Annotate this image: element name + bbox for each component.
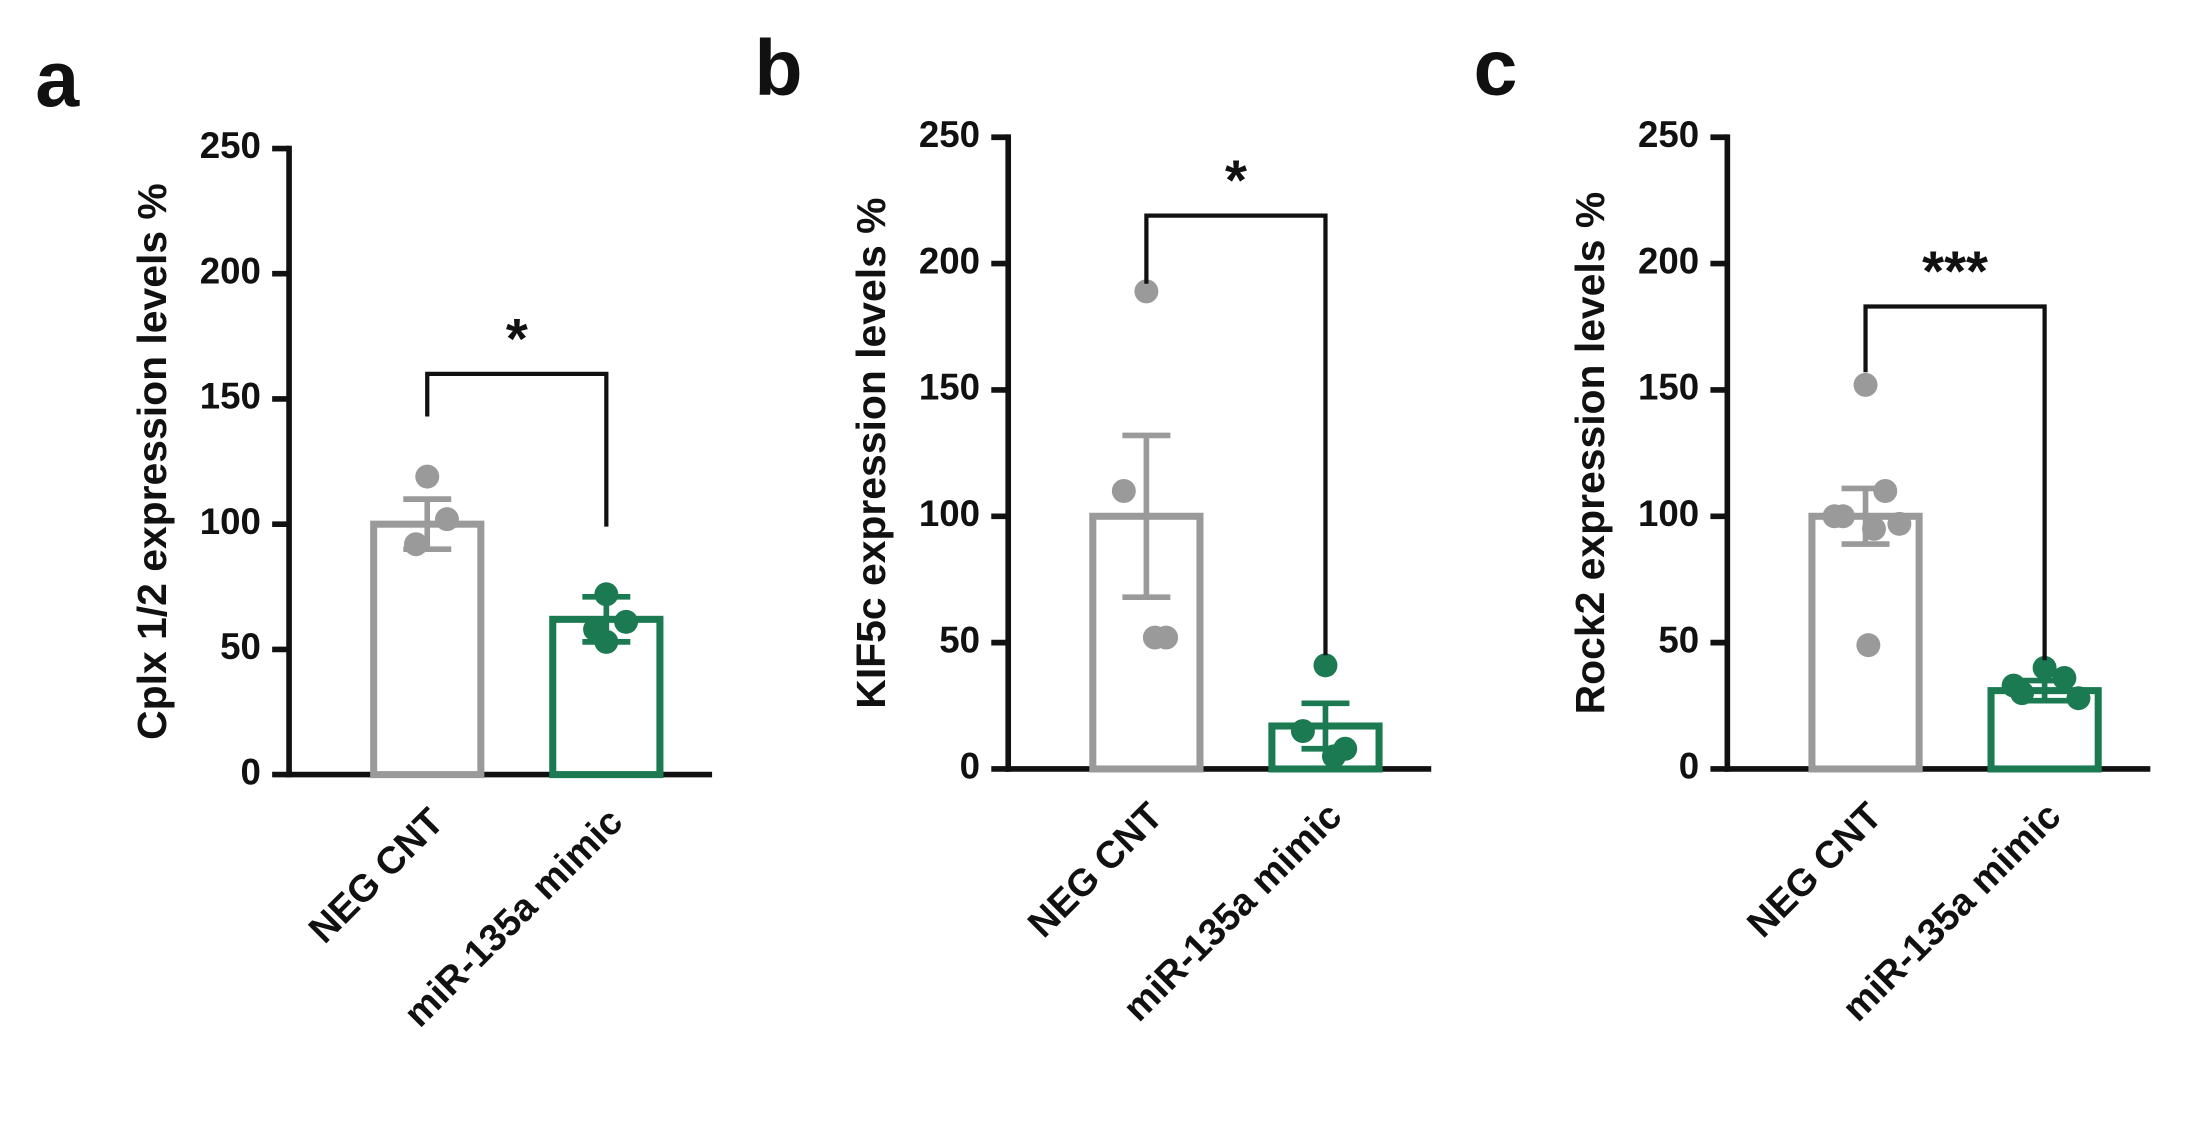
panel-label: b <box>754 24 802 112</box>
y-tick-label: 200 <box>200 250 261 291</box>
data-point <box>415 464 440 489</box>
y-tick-label: 100 <box>1638 493 1699 534</box>
error-bar <box>1122 432 1171 600</box>
y-tick-label: 150 <box>200 376 261 417</box>
y-tick-label: 250 <box>919 114 980 155</box>
significance-label: * <box>506 307 528 370</box>
x-tick-label: NEG CNT <box>301 801 452 952</box>
significance-bracket <box>1863 304 2047 661</box>
data-point <box>594 629 619 654</box>
data-point <box>1111 479 1136 503</box>
y-tick-label: 50 <box>939 619 980 660</box>
data-point <box>2010 681 2035 706</box>
data-point <box>594 582 619 607</box>
significance-bracket <box>1144 213 1328 656</box>
data-point <box>1853 372 1878 397</box>
data-point <box>1134 279 1159 304</box>
y-tick-label: 100 <box>200 501 261 542</box>
y-axis-label: Cplx 1/2 expression levels % <box>129 183 175 740</box>
x-tick-label: NEG CNT <box>1020 795 1171 946</box>
data-point <box>1856 633 1881 658</box>
data-point <box>1873 479 1898 503</box>
y-tick-label: 250 <box>200 125 261 166</box>
data-point <box>1290 719 1315 744</box>
data-point <box>435 507 459 532</box>
x-tick-label: NEG CNT <box>1739 795 1890 946</box>
panel-label: a <box>35 35 80 123</box>
data-point <box>1321 744 1346 769</box>
y-tick-label: 0 <box>240 751 260 792</box>
significance-label: *** <box>1922 239 1988 302</box>
y-tick-label: 250 <box>1638 114 1699 155</box>
data-point <box>403 532 428 557</box>
bar <box>370 520 485 779</box>
data-point <box>1313 653 1338 678</box>
y-tick-label: 200 <box>1638 240 1699 281</box>
data-point <box>1830 504 1855 529</box>
data-point <box>1887 511 1912 536</box>
y-tick-label: 0 <box>960 746 980 787</box>
y-tick-label: 150 <box>919 367 980 408</box>
data-point <box>1862 516 1886 541</box>
y-axis-label: Rock2 expression levels % <box>1567 192 1613 715</box>
significance-label: * <box>1225 148 1247 211</box>
panel-label: c <box>1474 24 1518 112</box>
y-tick-label: 150 <box>1638 367 1699 408</box>
data-point <box>2066 686 2091 711</box>
data-point <box>2032 655 2057 680</box>
y-tick-label: 100 <box>919 493 980 534</box>
data-point <box>614 609 639 634</box>
y-tick-label: 50 <box>1658 619 1699 660</box>
y-tick-label: 50 <box>220 626 261 667</box>
y-tick-label: 0 <box>1679 746 1699 787</box>
y-axis-label: KIF5c expression levels % <box>848 198 894 709</box>
data-point <box>2052 666 2077 690</box>
y-tick-label: 200 <box>919 240 980 281</box>
data-point <box>1142 625 1167 650</box>
significance-bracket <box>425 371 609 527</box>
